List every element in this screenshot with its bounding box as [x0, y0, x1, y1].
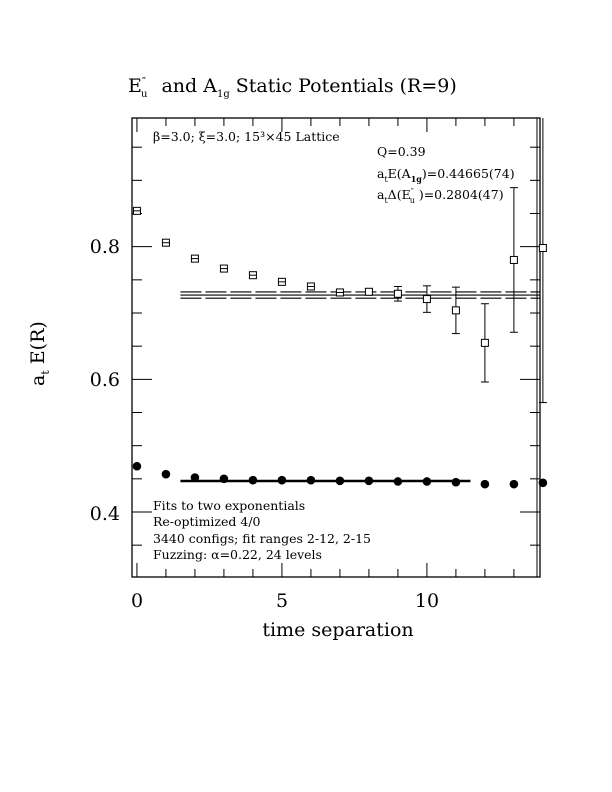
data-point-a1g [248, 475, 258, 485]
data-point-eu [393, 289, 402, 298]
axis-ticks [132, 118, 540, 577]
annotation-q: Q=0.39 [377, 144, 426, 159]
plot-frame [131, 117, 541, 578]
data-point-a1g [132, 461, 142, 471]
note-reoptimized: Re-optimized 4/0 [153, 514, 261, 529]
note-fuzzing: Fuzzing: α=0.22, 24 levels [153, 547, 322, 562]
x-tick-label-10: 10 [415, 590, 439, 612]
data-marks [132, 118, 548, 489]
data-point-a1g [393, 477, 403, 486]
data-point-a1g [538, 478, 548, 488]
data-point-a1g [161, 469, 171, 479]
fit-lines [180, 291, 540, 483]
data-point-eu [451, 306, 460, 315]
note-configs: 3440 configs; fit ranges 2-12, 2-15 [153, 531, 371, 546]
note-fits: Fits to two exponentials [153, 498, 305, 513]
data-point-eu [509, 255, 518, 264]
x-tick-label-5: 5 [276, 590, 288, 612]
annotation-lattice: β=3.0; ξ=3.0; 15³×45 Lattice [153, 129, 340, 144]
data-point-eu [538, 244, 547, 253]
data-point-a1g [480, 479, 490, 489]
data-point-eu [422, 295, 431, 304]
data-point-a1g [277, 475, 287, 485]
y-tick-label-0.4: 0.4 [90, 503, 120, 525]
data-point-a1g [335, 476, 345, 486]
data-point-eu [364, 287, 373, 296]
chart-title: E″ u and A1g Static Potentials (R=9) [128, 75, 457, 100]
annotation-eu-gap: atΔ(E″ u )=0.2804(47) [377, 187, 504, 205]
x-tick-label-0: 0 [131, 590, 143, 612]
data-point-a1g [190, 473, 200, 482]
data-point-a1g [451, 477, 461, 487]
data-point-a1g [509, 479, 519, 489]
data-point-a1g [306, 475, 316, 485]
data-point-a1g [422, 477, 432, 486]
y-tick-label-0.6: 0.6 [90, 369, 120, 391]
data-point-a1g [364, 476, 374, 486]
data-point-eu [480, 338, 489, 347]
y-tick-label-0.8: 0.8 [90, 236, 120, 258]
annotation-a1g-energy: atE(A1g)=0.44665(74) [377, 166, 515, 184]
y-axis-label: at E(R) [27, 321, 52, 386]
data-point-a1g [219, 474, 229, 484]
x-axis-label: time separation [262, 619, 413, 641]
